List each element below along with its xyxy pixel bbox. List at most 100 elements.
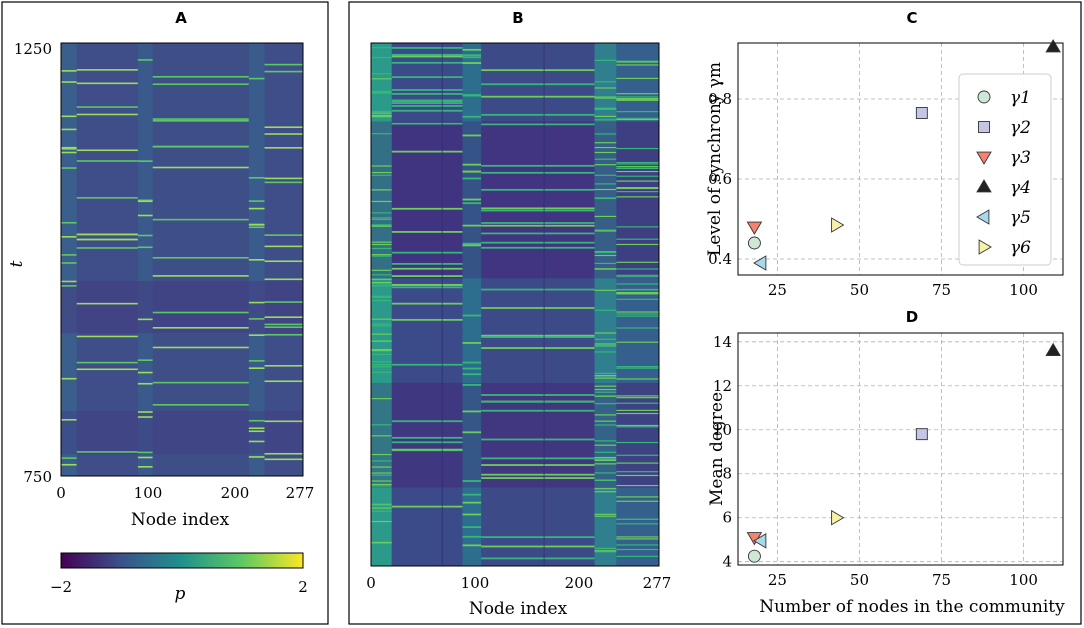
heatmap-b-spike — [371, 541, 392, 544]
heatmap-a-spike — [61, 128, 77, 131]
heatmap-a-spike — [137, 466, 153, 468]
panel-a-title: A — [175, 9, 187, 27]
d-axes-border — [737, 332, 1064, 566]
heatmap-b-spike — [616, 536, 659, 538]
c-point-2 — [915, 107, 928, 119]
heatmap-b-spike — [391, 122, 463, 125]
heatmap-b-spike — [481, 545, 595, 548]
heatmap-a-spike — [152, 404, 249, 406]
heatmap-b-spike — [371, 435, 392, 437]
heatmap-b-spike — [391, 105, 463, 107]
a-xtick-0: 0 — [56, 484, 66, 502]
heatmap-b-spike — [391, 363, 463, 366]
heatmap-b-spike — [594, 440, 617, 442]
heatmap-b-spike — [371, 507, 392, 509]
c-legend-box — [958, 73, 1052, 266]
heatmap-b-spike — [594, 164, 617, 166]
heatmap-a-spike — [61, 146, 77, 149]
heatmap-a-spike — [264, 380, 303, 383]
heatmap-a-spike — [248, 207, 265, 210]
heatmap-a-band — [264, 281, 303, 334]
c-xtick-label: 100 — [1009, 281, 1038, 299]
heatmap-a-spike — [152, 326, 249, 329]
heatmap-b-spike — [594, 81, 617, 83]
heatmap-b-spike — [371, 503, 392, 505]
heatmap-b-spike — [594, 107, 617, 109]
heatmap-b-spike — [462, 163, 482, 166]
heatmap-b-spike — [616, 500, 659, 502]
heatmap-b-spike — [391, 275, 463, 278]
heatmap-a-spike — [152, 83, 249, 86]
d-ytick-label: 6 — [722, 509, 732, 527]
heatmap-b-spike — [371, 349, 392, 351]
heatmap-b-spike — [594, 174, 617, 176]
b-xtick-277: 277 — [643, 574, 672, 592]
heatmap-b-band — [594, 121, 617, 279]
heatmap-b-spike — [481, 241, 595, 244]
heatmap-a-spike — [61, 280, 77, 283]
heatmap-b-spike — [481, 334, 595, 337]
heatmap-b-spike — [616, 327, 659, 329]
heatmap-a-spike — [137, 371, 153, 374]
heatmap-b-spike — [481, 409, 595, 412]
heatmap-b-spike — [371, 325, 392, 327]
heatmap-a-spike — [248, 200, 265, 202]
heatmap-a-spike — [152, 275, 249, 277]
heatmap-b-spike — [481, 557, 595, 560]
heatmap-b-spike — [481, 123, 595, 126]
heatmap-b-spike — [371, 112, 392, 114]
heatmap-b-spike — [594, 262, 617, 265]
heatmap-b-spike — [594, 268, 617, 270]
heatmap-a-spike — [264, 245, 303, 248]
heatmap-b-spike — [616, 462, 659, 464]
heatmap-a-spike — [264, 70, 303, 73]
heatmap-b-spike — [616, 117, 659, 120]
heatmap-b-spike — [481, 438, 595, 441]
heatmap-a-spike — [61, 221, 77, 224]
d-plot-area — [738, 333, 1063, 565]
heatmap-b-spike — [594, 188, 617, 191]
heatmap-b-spike — [371, 247, 392, 250]
heatmap-a-spike — [264, 181, 303, 184]
heatmap-b-spike — [616, 426, 659, 428]
c-point-6 — [831, 217, 845, 233]
heatmap-b-spike — [371, 361, 392, 363]
heatmap-a-spike — [248, 176, 265, 179]
heatmap-b-spike — [616, 293, 659, 295]
c-legend-label-6: γ6 — [1010, 238, 1031, 258]
heatmap-b-spike — [616, 161, 659, 164]
heatmap-b-spike — [462, 526, 482, 529]
heatmap-b-spike — [462, 431, 482, 434]
heatmap-a-spike — [137, 59, 153, 61]
heatmap-b-spike — [616, 518, 659, 520]
c-legend-label-3: γ3 — [1010, 148, 1031, 168]
heatmap-a-spike — [152, 256, 249, 259]
d-xtick-label: 25 — [768, 571, 787, 589]
d-xlabel: Number of nodes in the community — [759, 597, 1065, 617]
heatmap-a-spike — [264, 133, 303, 135]
heatmap-b-spike — [594, 108, 617, 110]
heatmap-b-spike — [594, 158, 617, 160]
heatmap-b-spike — [371, 73, 392, 75]
heatmap-a-spike — [248, 301, 265, 304]
heatmap-a-spike — [264, 316, 303, 319]
heatmap-b-vline — [543, 43, 545, 566]
heatmap-a-spike — [264, 333, 303, 336]
heatmap-a-spike — [248, 427, 265, 430]
heatmap-b-spike — [371, 283, 392, 285]
heatmap-b-band — [481, 382, 595, 488]
heatmap-b-spike — [371, 520, 392, 523]
heatmap-a-band — [152, 281, 249, 334]
heatmap-b-spike — [594, 96, 617, 98]
heatmap-b-spike — [594, 215, 617, 218]
a-ytick-750: 750 — [23, 468, 52, 486]
heatmap-b-spike — [616, 166, 659, 168]
heatmap-a-spike — [248, 456, 265, 458]
heatmap-b-spike — [371, 460, 392, 462]
heatmap-b-spike — [371, 91, 392, 94]
heatmap-b-spike — [616, 167, 659, 170]
b-xlabel: Node index — [469, 599, 568, 619]
heatmap-b-spike — [391, 267, 463, 270]
heatmap-a-band — [61, 281, 77, 334]
